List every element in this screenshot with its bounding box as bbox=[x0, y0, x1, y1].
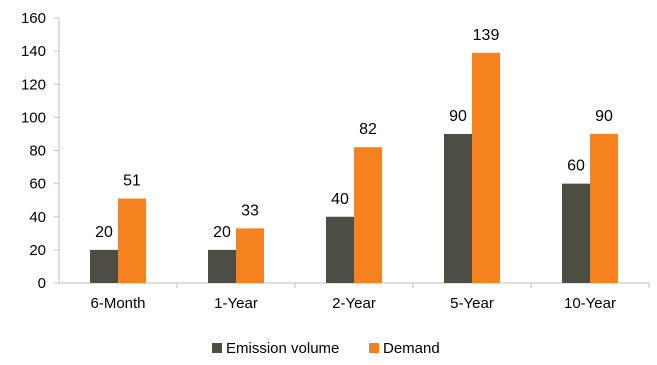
bar-emission-volume bbox=[90, 249, 118, 283]
data-label: 60 bbox=[567, 158, 585, 175]
data-label: 40 bbox=[331, 191, 349, 208]
legend-label: Demand bbox=[383, 340, 440, 357]
data-label: 90 bbox=[449, 108, 467, 125]
legend-swatch bbox=[369, 343, 379, 353]
legend: Emission volume Demand bbox=[212, 340, 440, 357]
y-tick-label: 160 bbox=[21, 10, 46, 27]
bars bbox=[90, 52, 618, 283]
y-axis: 0 20 40 60 80 100 120 140 160 bbox=[21, 10, 60, 292]
y-tick-label: 80 bbox=[29, 143, 46, 160]
bar-demand bbox=[118, 198, 146, 283]
bar-emission-volume bbox=[562, 183, 590, 283]
x-tick-label: 5-Year bbox=[450, 295, 494, 312]
y-tick-label: 40 bbox=[29, 209, 46, 226]
y-tick-label: 0 bbox=[38, 275, 46, 292]
data-label: 20 bbox=[95, 224, 113, 241]
legend-label: Emission volume bbox=[226, 340, 339, 357]
data-labels: 20 51 20 33 40 82 90 139 60 90 bbox=[95, 27, 613, 241]
y-tick-label: 60 bbox=[29, 176, 46, 193]
bar-emission-volume bbox=[326, 216, 354, 283]
data-label: 33 bbox=[241, 202, 259, 219]
data-label: 51 bbox=[123, 173, 141, 190]
x-tick-label: 10-Year bbox=[564, 295, 616, 312]
x-tick-label: 2-Year bbox=[332, 295, 376, 312]
x-tick-label: 1-Year bbox=[214, 295, 258, 312]
bar-demand bbox=[590, 133, 618, 283]
bar-demand bbox=[236, 228, 264, 283]
y-tick-label: 20 bbox=[29, 242, 46, 259]
bar-demand bbox=[472, 52, 500, 283]
y-tick-label: 100 bbox=[21, 109, 46, 126]
legend-swatch bbox=[212, 343, 222, 353]
y-tick-label: 140 bbox=[21, 43, 46, 60]
bar-emission-volume bbox=[208, 249, 236, 283]
data-label: 139 bbox=[473, 27, 500, 44]
data-label: 20 bbox=[213, 224, 231, 241]
bar-demand bbox=[354, 147, 382, 283]
bar-emission-volume bbox=[444, 133, 472, 283]
data-label: 82 bbox=[359, 121, 377, 138]
x-axis: 6-Month 1-Year 2-Year 5-Year 10-Year bbox=[59, 282, 650, 312]
data-label: 90 bbox=[595, 108, 613, 125]
x-tick-label: 6-Month bbox=[90, 295, 145, 312]
y-tick-label: 120 bbox=[21, 76, 46, 93]
